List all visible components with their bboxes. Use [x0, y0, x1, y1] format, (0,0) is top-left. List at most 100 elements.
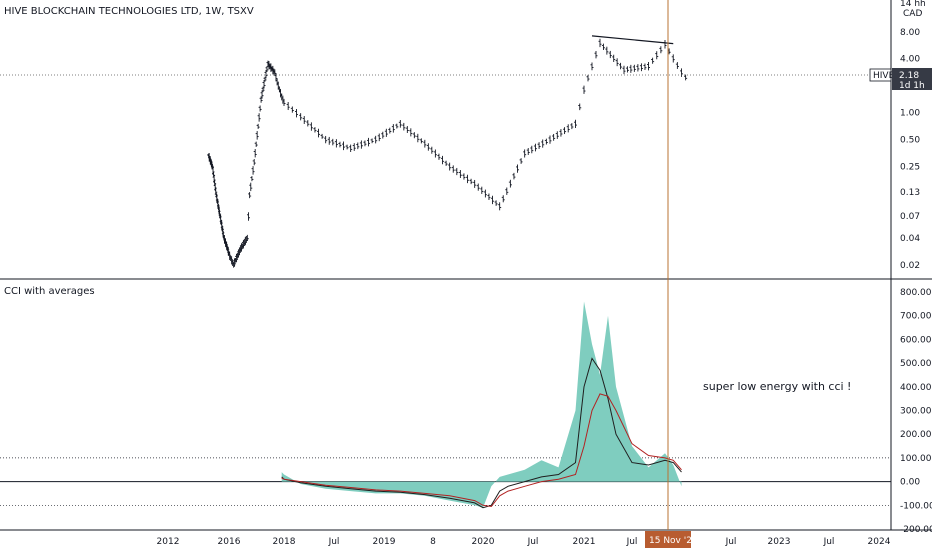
ohlc-bar	[327, 136, 331, 145]
ohlc-bar	[526, 148, 530, 155]
ohlc-bar	[384, 128, 388, 137]
ohlc-bar	[519, 158, 523, 164]
ohlc-bar	[622, 65, 626, 75]
price-series[interactable]	[207, 38, 688, 268]
ohlc-bar	[632, 64, 636, 72]
price-badge-value: 2.18	[899, 71, 919, 81]
ohlc-bar	[516, 164, 520, 173]
ohlc-bar	[552, 133, 556, 141]
ohlc-bar	[248, 192, 252, 199]
price-tick-label: 0.25	[900, 163, 920, 173]
ohlc-bar	[636, 64, 640, 72]
price-tick-label: 8.00	[900, 28, 920, 38]
ohlc-bar	[398, 120, 402, 128]
ohlc-bar	[286, 102, 290, 111]
ohlc-bar	[309, 122, 313, 131]
ohlc-bar	[559, 129, 563, 137]
time-tick-label: 2019	[373, 537, 396, 547]
ohlc-bar	[437, 153, 441, 160]
ohlc-bar	[334, 139, 338, 148]
time-tick-label: 2012	[157, 537, 180, 547]
countdown-label: 14 hh	[900, 0, 926, 9]
ohlc-bar	[405, 126, 409, 133]
ohlc-bar	[544, 138, 548, 145]
symbol-badge-text: HIVE	[873, 71, 895, 81]
ohlc-bar	[651, 57, 655, 64]
ohlc-bar	[659, 46, 663, 54]
ohlc-bar	[458, 170, 462, 178]
cci-tick-label: 400.00	[900, 383, 932, 393]
price-plot-area[interactable]	[0, 0, 891, 278]
ohlc-bar	[448, 162, 452, 171]
ohlc-bar	[608, 50, 612, 59]
ohlc-bar	[388, 127, 392, 134]
ohlc-bar	[455, 167, 459, 176]
ohlc-bar	[466, 174, 470, 184]
cci-axis[interactable]: 800.00 700.00 600.00 500.00 400.00 300.00 200.…	[900, 288, 932, 535]
ohlc-bar	[523, 149, 527, 158]
ohlc-bar	[349, 144, 353, 153]
ohlc-bar	[473, 179, 477, 188]
ohlc-bar	[578, 103, 582, 111]
ohlc-bar	[563, 127, 567, 135]
cci-series[interactable]	[0, 301, 891, 509]
ohlc-bar	[299, 113, 303, 121]
time-tick-label: 2020	[472, 537, 495, 547]
price-tick-label: 4.00	[900, 55, 920, 65]
ohlc-bar	[480, 186, 484, 194]
ohlc-bar	[501, 195, 505, 203]
time-tick-label: Jul	[626, 537, 638, 547]
price-tick-label: 0.02	[900, 261, 920, 271]
ohlc-bar	[619, 62, 623, 70]
ohlc-bar	[615, 58, 619, 67]
time-axis[interactable]: 2012 2016 2018 Jul 2019 8 2020 Jul 2021 Jul Jul 202…	[157, 537, 891, 547]
time-tick-label: Jul	[725, 537, 737, 547]
ohlc-bar	[433, 149, 437, 158]
ohlc-bar	[494, 200, 498, 206]
symbol-badge	[869, 68, 892, 82]
ohlc-bar	[537, 142, 541, 149]
cci-tick-label: 200.00	[900, 430, 932, 440]
ohlc-bar	[530, 145, 534, 154]
price-axis[interactable]: 8.00 4.00 1.00 0.50 0.25 0.13 0.07 0.04 0.02	[900, 28, 920, 271]
ohlc-bar	[290, 106, 294, 113]
price-tick-label: 0.50	[900, 136, 920, 146]
resistance-trendline[interactable]	[591, 35, 674, 45]
ohlc-bar	[313, 127, 317, 133]
ohlc-bar	[680, 68, 683, 77]
ohlc-bar	[498, 202, 502, 211]
cci-tick-label: 600.00	[900, 335, 932, 345]
ohlc-bar	[625, 66, 629, 73]
price-badge-timeframe: 1d 1h	[899, 81, 925, 91]
cci-tick-label: 300.00	[900, 407, 932, 417]
ohlc-bar	[282, 98, 286, 106]
cci-annotation: super low energy with cci !	[703, 380, 851, 393]
crosshair-time-badge	[645, 531, 691, 548]
time-tick-label: 2018	[273, 537, 296, 547]
time-tick-label: 2024	[868, 537, 891, 547]
ohlc-bar	[245, 234, 249, 241]
ohlc-bar	[214, 187, 218, 195]
cci-tick-label: 500.00	[900, 359, 932, 369]
ohlc-bar	[533, 143, 537, 152]
ohlc-bar	[391, 124, 395, 133]
ohlc-bar	[444, 160, 448, 166]
ohlc-bar	[377, 133, 381, 142]
price-tick-label: 0.07	[900, 212, 920, 222]
ohlc-bar	[612, 54, 616, 62]
ohlc-bar	[675, 62, 679, 69]
ohlc-bar	[629, 64, 633, 73]
ohlc-bar	[476, 183, 480, 191]
ohlc-bar	[237, 247, 241, 255]
time-tick-label: 2023	[768, 537, 791, 547]
time-tick-label: 8	[430, 537, 436, 547]
ohlc-bar	[235, 253, 239, 263]
time-tick-label: Jul	[527, 537, 539, 547]
ohlc-bar	[265, 66, 269, 72]
cci-area	[281, 301, 682, 508]
currency-label: CAD	[903, 9, 922, 19]
ohlc-bar	[338, 141, 342, 148]
ohlc-bar	[262, 80, 266, 89]
time-tick-label: 2016	[218, 537, 241, 547]
ohlc-bar	[395, 123, 399, 129]
